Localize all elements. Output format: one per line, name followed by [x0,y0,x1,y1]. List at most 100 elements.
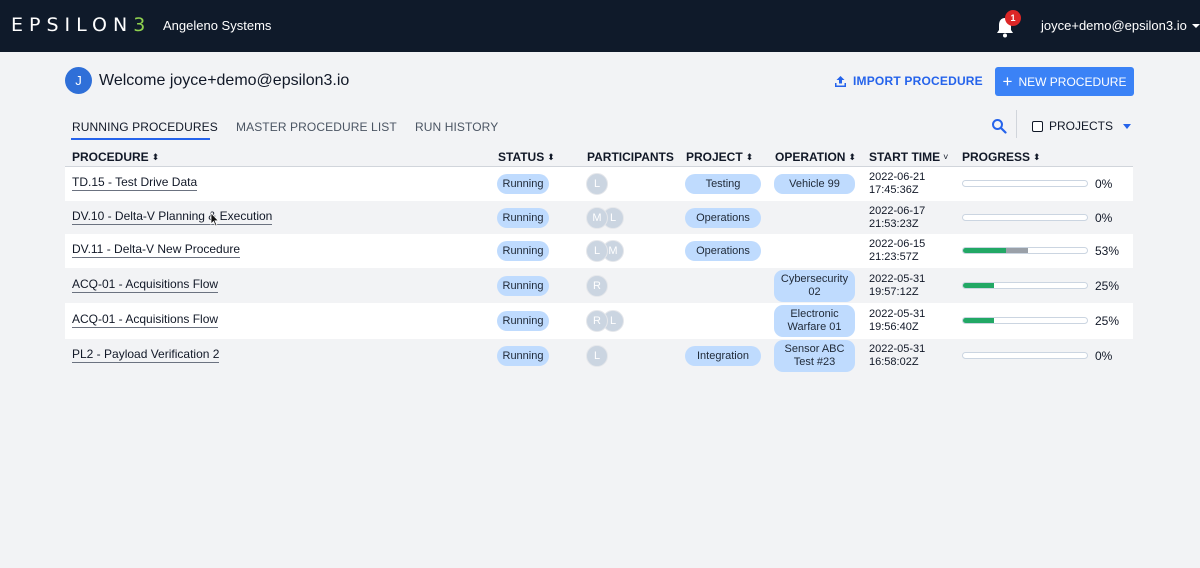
participant-avatar[interactable]: L [586,345,608,367]
status-badge: Running [497,346,549,366]
progress-percent: 53% [1095,244,1120,258]
participant-avatar[interactable]: M [586,206,608,229]
progress-percent: 25% [1095,278,1120,293]
progress-bar [962,247,1088,254]
tab-master-procedure-list[interactable]: MASTER PROCEDURE LIST [236,120,397,134]
search-icon[interactable] [991,118,1007,134]
start-date: 2022-06-15 [869,238,926,250]
column-header-label: PROCEDURE [72,150,149,164]
column-header-start-time[interactable]: START TIME ˅ [869,150,948,164]
user-email: joyce+demo@epsilon3.io [1041,18,1187,33]
user-menu[interactable]: joyce+demo@epsilon3.io [1041,18,1200,33]
new-procedure-button[interactable]: + NEW PROCEDURE [995,67,1134,96]
operation-badge: Vehicle 99 [774,174,855,194]
new-procedure-label: NEW PROCEDURE [1018,74,1127,89]
project-badge: Integration [685,346,761,366]
start-clock: 19:56:40Z [869,321,919,333]
projects-checkbox[interactable] [1032,120,1043,132]
start-time: 2022-06-15 21:23:57Z [869,238,925,264]
column-header-label: PARTICIPANTS [587,150,674,164]
progress-bar [962,352,1088,359]
table-header-divider [65,166,1133,167]
progress-percent: 0% [1095,177,1113,191]
table-row[interactable]: TD.15 - Test Drive Data Running L Testing Ve… [65,167,1133,201]
progress-percent: 0% [1095,210,1113,225]
procedure-link[interactable]: DV.11 - Delta-V New Procedure [72,242,241,258]
progress-bar [962,213,1088,221]
start-date: 2022-06-17 [869,204,926,217]
start-time: 2022-06-17 21:53:23Z [869,205,925,231]
project-badge: Operations [685,241,761,261]
operation-badge: Electronic Warfare 01 [774,305,855,337]
participant-avatar[interactable]: L [586,240,608,262]
status-badge: Running [497,311,549,331]
progress-percent: 25% [1095,314,1120,328]
participant-avatar[interactable]: L [602,310,624,332]
procedure-link[interactable]: DV.10 - Delta-V Planning & Execution [72,208,273,225]
avatar: J [65,67,92,94]
sort-icon: ⬍ [745,151,754,162]
projects-filter[interactable]: PROJECTS [1032,119,1132,133]
column-header-operation[interactable]: OPERATION ⬍ [775,150,856,164]
organization-name[interactable]: Angeleno Systems [163,18,272,33]
logo-text: EPSILON [11,14,134,36]
operation-badge: Sensor ABC Test #23 [774,340,855,372]
status-badge: Running [497,207,549,228]
participant-avatar[interactable]: R [586,274,608,297]
progress-bar [962,180,1088,187]
procedure-link[interactable]: TD.15 - Test Drive Data [72,175,198,191]
column-header-participants: PARTICIPANTS [587,150,674,164]
table-row[interactable]: ACQ-01 - Acquisitions Flow Running R L Elect… [65,303,1133,339]
start-date: 2022-05-31 [869,308,926,320]
table-row[interactable]: DV.11 - Delta-V New Procedure Running L M Op… [65,234,1133,268]
column-header-label: STATUS [498,150,545,164]
notification-badge: 1 [1005,10,1021,26]
procedure-link[interactable]: ACQ-01 - Acquisitions Flow [72,276,219,293]
column-header-label: OPERATION [775,150,846,164]
tab-running-procedures[interactable]: RUNNING PROCEDURES [72,120,218,134]
start-time: 2022-05-31 16:58:02Z [869,343,925,369]
start-time: 2022-06-21 17:45:36Z [869,171,925,197]
table-row[interactable]: DV.10 - Delta-V Planning & Execution Runn… [65,201,1133,234]
start-clock: 17:45:36Z [869,184,919,196]
divider [1016,110,1017,138]
column-header-procedure[interactable]: PROCEDURE ⬍ [72,150,159,164]
start-time: 2022-05-31 19:56:40Z [869,308,925,334]
start-clock: 16:58:02Z [869,356,919,368]
sort-icon: ⬍ [1033,151,1041,162]
caret-down-icon[interactable] [1123,123,1132,129]
welcome-title: Welcome joyce+demo@epsilon3.io [99,72,350,89]
participant-avatar[interactable]: R [586,310,608,332]
start-date: 2022-05-31 [869,272,926,285]
column-header-label: START TIME [869,150,941,164]
table-row[interactable]: PL2 - Payload Verification 2 Running L Inte… [65,339,1133,373]
status-badge: Running [497,174,549,194]
tab-run-history[interactable]: RUN HISTORY [415,120,499,134]
mouse-cursor-icon [210,212,220,227]
status-badge: Running [497,241,549,261]
start-clock: 19:57:12Z [869,285,919,298]
import-procedure-button[interactable]: IMPORT PROCEDURE [834,74,983,88]
procedure-link[interactable]: PL2 - Payload Verification 2 [72,347,220,363]
column-header-progress[interactable]: PROGRESS ⬍ [962,150,1041,164]
top-navbar: EPSILON3 Angeleno Systems 1 joyce+demo@e… [0,0,1200,52]
column-header-status[interactable]: STATUS ⬍ [498,150,555,164]
chevron-down-icon: ˅ [943,152,949,162]
upload-icon [835,75,846,87]
column-header-label: PROGRESS [962,150,1031,164]
participant-avatar[interactable]: L [586,173,608,195]
table-row[interactable]: ACQ-01 - Acquisitions Flow Running R Cybers… [65,268,1133,303]
epsilon3-logo[interactable]: EPSILON3 [11,14,151,36]
projects-filter-label: PROJECTS [1049,119,1114,133]
procedure-link[interactable]: ACQ-01 - Acquisitions Flow [72,312,219,328]
start-date: 2022-05-31 [869,343,926,355]
progress-complete-fill [963,248,1006,253]
progress-bar [962,317,1088,324]
sort-icon: ⬍ [547,151,555,162]
progress-percent: 0% [1095,349,1113,363]
sort-icon: ⬍ [151,151,160,162]
start-clock: 21:23:57Z [869,251,919,263]
progress-complete-fill [963,318,994,323]
plus-icon: + [1002,71,1013,91]
column-header-project[interactable]: PROJECT ⬍ [686,150,753,164]
